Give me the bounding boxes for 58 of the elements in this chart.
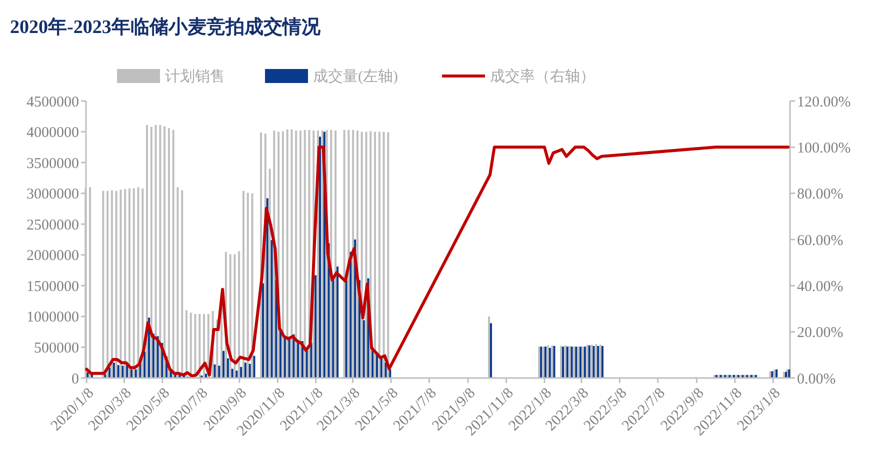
bar <box>236 370 238 378</box>
bar <box>222 350 225 378</box>
bar <box>280 330 282 378</box>
bar <box>226 358 229 378</box>
y-tick-label: 2000000 <box>26 248 79 264</box>
bar <box>270 240 273 378</box>
bar <box>262 283 264 378</box>
y-tick-label: 3500000 <box>26 156 79 172</box>
y2-tick-label: 80.00% <box>797 186 844 203</box>
bar <box>248 364 251 378</box>
y-tick-label: 4500000 <box>26 94 79 110</box>
bar <box>152 334 154 378</box>
y-tick-label: 0 <box>72 371 79 388</box>
bar <box>244 362 246 378</box>
bar <box>310 342 312 378</box>
bar <box>134 369 137 378</box>
bar <box>314 275 317 378</box>
bar <box>218 366 220 378</box>
bar <box>362 320 365 378</box>
bar <box>117 365 120 378</box>
bar <box>284 336 286 378</box>
bar <box>332 280 334 378</box>
bar <box>490 323 492 378</box>
bar <box>112 362 115 378</box>
y2-tick-label: 40.00% <box>797 278 844 295</box>
y-tick-label: 1000000 <box>26 310 79 326</box>
y-tick-label: 500000 <box>34 340 79 356</box>
legend-label: 成交量(左轴) <box>313 68 398 85</box>
bar <box>345 276 348 378</box>
chart-title: 2020年-2023年临储小麦竞拍成交情况 <box>10 16 322 38</box>
y2-tick-label: 0.00% <box>797 371 836 388</box>
y-tick-label: 2500000 <box>26 217 79 234</box>
y-tick-label: 3000000 <box>26 186 79 203</box>
bar <box>231 368 234 378</box>
bar <box>306 349 308 378</box>
bar <box>205 374 208 378</box>
y2-tick-label: 60.00% <box>797 232 844 249</box>
bar <box>240 366 242 378</box>
bar <box>288 336 290 378</box>
legend-label: 计划销售 <box>165 68 225 85</box>
legend-label: 成交率（右轴） <box>490 68 595 85</box>
y-tick-label: 4000000 <box>26 125 79 142</box>
bar <box>548 348 551 378</box>
bar <box>130 369 132 378</box>
bar <box>350 252 352 378</box>
y2-tick-label: 100.00% <box>797 140 851 156</box>
bar <box>108 368 111 378</box>
bar <box>122 366 124 378</box>
bar <box>214 364 216 378</box>
bar <box>336 266 339 378</box>
bar <box>297 340 300 378</box>
bar <box>266 198 268 378</box>
bar <box>144 352 146 378</box>
bar <box>318 136 321 378</box>
y-tick-label: 1500000 <box>26 278 79 295</box>
y2-tick-label: 20.00% <box>797 325 844 342</box>
y2-tick-label: 120.00% <box>797 94 851 110</box>
bar <box>253 356 256 378</box>
